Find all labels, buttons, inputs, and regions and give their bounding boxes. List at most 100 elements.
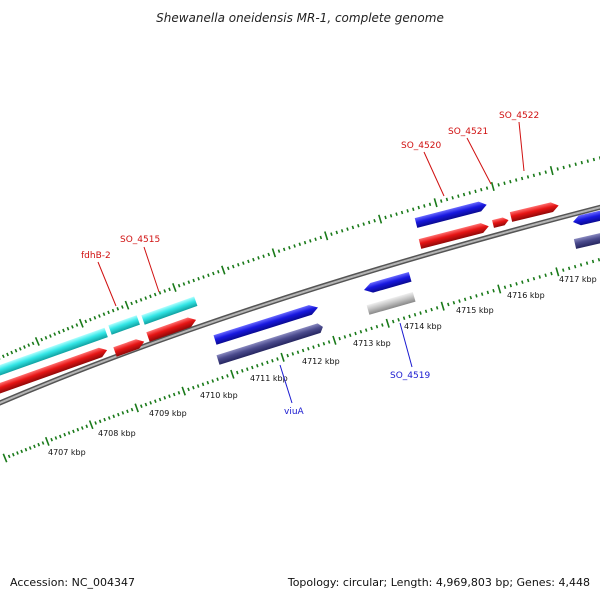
ruler-minor-tick (277, 249, 281, 253)
gene-so4520-red[interactable] (418, 221, 490, 249)
gene-labels: fdhB-2 SO_4515 SO_4520 SO_4521 SO_4522 S… (81, 111, 539, 417)
ruler-minor-tick (515, 178, 518, 182)
ruler-minor-tick (163, 289, 167, 293)
ruler-minor-tick (163, 396, 167, 400)
ruler-minor-tick (301, 348, 305, 353)
ruler-minor-tick (419, 311, 422, 315)
ruler-minor-tick (62, 328, 65, 333)
ruler-minor-tick (107, 416, 111, 420)
leader-so4522 (518, 121, 525, 172)
tick-labels: 4707 kbp 4708 kbp 4709 kbp 4710 kbp 4711… (48, 275, 597, 457)
ruler-minor-tick (241, 369, 244, 373)
ruler-minor-tick (247, 259, 250, 264)
ruler-minor-tick (381, 323, 384, 327)
tick-label: 4711 kbp (250, 374, 288, 383)
ruler-minor-tick (526, 175, 530, 179)
ruler-minor-tick (335, 230, 339, 235)
ruler-minor-tick (168, 287, 171, 292)
gene-so4520[interactable] (414, 200, 488, 228)
gene-so4515-red[interactable] (146, 315, 197, 342)
ruler-minor-tick (288, 245, 291, 250)
ruler-minor-tick (44, 336, 48, 340)
ruler-minor-tick (57, 330, 61, 335)
ruler-minor-tick (428, 202, 432, 207)
gene-label-so4522[interactable]: SO_4522 (499, 111, 539, 121)
ruler-minor-tick (226, 374, 229, 378)
genome-backbone (0, 204, 600, 406)
gene-label-viua[interactable]: viuA (284, 407, 305, 417)
ruler-minor-tick (298, 242, 302, 247)
ruler-minor-tick (585, 261, 589, 265)
ruler-minor-tick (116, 307, 120, 311)
ruler-minor-tick (423, 204, 426, 208)
gene-cyan-1[interactable] (0, 327, 108, 377)
ruler-minor-tick (93, 316, 97, 320)
ruler-minor-tick (351, 225, 355, 230)
gene-navy-right[interactable] (573, 230, 600, 249)
ruler-minor-tick (417, 205, 420, 210)
gene-cyan-2[interactable] (108, 315, 140, 335)
ruler-minor-tick (139, 298, 143, 302)
gene-so4519-grey[interactable] (366, 291, 416, 315)
gene-label-so4519[interactable]: SO_4519 (390, 371, 430, 381)
ruler-minor-tick (338, 336, 341, 341)
ruler-minor-tick (293, 244, 296, 248)
ruler-minor-tick (462, 192, 466, 197)
ruler-minor-tick (357, 223, 360, 228)
gene-label-so4521[interactable]: SO_4521 (448, 127, 488, 137)
gene-blue-1[interactable] (213, 303, 319, 345)
ruler-minor-tick (154, 399, 157, 403)
ruler-minor-tick (16, 451, 19, 455)
ruler-minor-tick (346, 227, 349, 231)
ruler-minor-tick (307, 347, 310, 351)
ruler-minor-tick (562, 165, 565, 170)
ruler-minor-tick (458, 299, 461, 303)
ruler-minor-tick (544, 273, 547, 278)
ruler-minor-tick (117, 412, 120, 417)
leader-so4515 (143, 246, 160, 293)
gene-so4521[interactable] (492, 216, 509, 228)
ruler-minor-tick (221, 375, 224, 380)
gene-fdhb2-red[interactable] (113, 337, 146, 357)
ruler-minor-tick (475, 294, 478, 298)
gene-so4522[interactable] (509, 201, 560, 222)
gene-so4519-forward[interactable] (363, 271, 412, 295)
genome-backbone-highlight (0, 206, 600, 404)
ruler-minor-tick (242, 261, 245, 265)
ruler-minor-tick (412, 207, 415, 212)
ruler-minor-tick (538, 275, 541, 279)
leader-fdhb2 (97, 261, 117, 307)
ruler-minor-tick (144, 402, 148, 407)
ruler-minor-tick (231, 264, 235, 269)
gene-viua[interactable] (216, 322, 324, 365)
ruler-minor-tick (267, 252, 271, 257)
gene-label-so4515[interactable]: SO_4515 (120, 235, 160, 245)
ruler-minor-tick (586, 159, 589, 163)
ruler-minor-tick (207, 273, 210, 277)
ruler-minor-tick (474, 189, 477, 194)
ruler-minor-tick (168, 394, 171, 398)
gene-blue-right[interactable] (572, 208, 600, 227)
tick-label: 4713 kbp (353, 339, 391, 348)
ruler-minor-tick (211, 379, 215, 383)
ruler-minor-tick (153, 292, 157, 297)
ruler-minor-tick (98, 419, 102, 424)
ruler-minor-tick (503, 285, 507, 290)
gene-cyan-3[interactable] (141, 296, 198, 325)
gene-label-so4520[interactable]: SO_4520 (401, 141, 441, 151)
ruler-major-tick (555, 267, 560, 277)
gene-label-fdhb2[interactable]: fdhB-2 (81, 251, 111, 261)
ruler-minor-tick (468, 191, 471, 195)
ruler-major-tick (324, 231, 329, 241)
ruler-minor-tick (492, 288, 495, 293)
ruler-minor-tick (364, 328, 368, 332)
gene-red-1[interactable] (0, 345, 109, 395)
ruler-minor-tick (149, 294, 152, 299)
ruler-minor-tick (362, 222, 365, 226)
ruler-minor-tick (397, 318, 400, 322)
ruler-minor-tick (182, 282, 186, 286)
ruler-minor-tick (28, 446, 32, 450)
ruler-minor-tick (121, 305, 124, 309)
ruler-minor-tick (276, 357, 279, 361)
